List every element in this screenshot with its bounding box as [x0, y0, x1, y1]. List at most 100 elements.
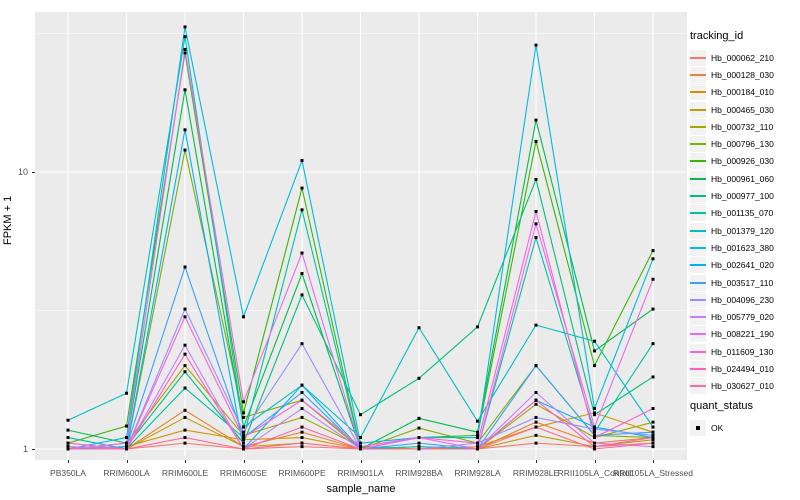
- data-point[interactable]: [593, 447, 596, 451]
- data-point[interactable]: [183, 25, 187, 29]
- data-point[interactable]: [300, 430, 304, 434]
- data-point[interactable]: [593, 427, 596, 431]
- data-point[interactable]: [300, 208, 304, 212]
- data-point[interactable]: [476, 430, 479, 434]
- data-point[interactable]: [534, 118, 538, 122]
- data-point[interactable]: [242, 425, 245, 429]
- legend-item-Hb_000796_130[interactable]: Hb_000796_130: [690, 135, 800, 153]
- data-point[interactable]: [593, 349, 596, 353]
- data-point[interactable]: [534, 402, 538, 406]
- legend-item-Hb_008221_190[interactable]: Hb_008221_190: [690, 326, 800, 343]
- data-point[interactable]: [300, 415, 304, 419]
- data-point[interactable]: [476, 419, 479, 423]
- data-point[interactable]: [593, 430, 596, 434]
- data-point[interactable]: [242, 445, 245, 449]
- data-point[interactable]: [593, 436, 596, 440]
- data-point[interactable]: [651, 420, 655, 424]
- data-point[interactable]: [593, 425, 596, 429]
- data-point[interactable]: [183, 128, 187, 132]
- data-point[interactable]: [534, 425, 538, 429]
- data-point[interactable]: [300, 445, 304, 449]
- data-point[interactable]: [242, 315, 245, 319]
- data-point[interactable]: [66, 447, 70, 451]
- data-point[interactable]: [593, 411, 596, 415]
- data-point[interactable]: [125, 436, 128, 440]
- data-point[interactable]: [593, 433, 596, 437]
- legend-item-Hb_000977_100[interactable]: Hb_000977_100: [690, 187, 800, 205]
- legend-item-Hb_000128_030[interactable]: Hb_000128_030: [690, 66, 800, 83]
- legend-item-Hb_005779_020[interactable]: Hb_005779_020: [690, 308, 800, 326]
- data-point[interactable]: [417, 326, 421, 330]
- data-point[interactable]: [183, 415, 187, 419]
- data-point[interactable]: [300, 186, 304, 190]
- data-point[interactable]: [300, 383, 304, 387]
- data-point[interactable]: [183, 441, 187, 445]
- data-point[interactable]: [651, 307, 655, 311]
- data-point[interactable]: [534, 364, 538, 368]
- data-point[interactable]: [125, 445, 128, 449]
- data-point[interactable]: [242, 430, 245, 434]
- data-point[interactable]: [183, 35, 187, 39]
- data-point[interactable]: [417, 426, 421, 430]
- data-point[interactable]: [534, 222, 538, 226]
- data-point[interactable]: [125, 424, 128, 428]
- data-point[interactable]: [651, 438, 655, 442]
- data-point[interactable]: [359, 436, 362, 440]
- data-point[interactable]: [534, 177, 538, 181]
- data-point[interactable]: [476, 436, 479, 440]
- data-point[interactable]: [300, 159, 304, 163]
- data-point[interactable]: [183, 370, 187, 374]
- legend-item-Hb_030627_010[interactable]: Hb_030627_010: [690, 378, 800, 395]
- data-point[interactable]: [417, 436, 421, 440]
- data-point[interactable]: [651, 445, 655, 449]
- data-point[interactable]: [66, 445, 70, 449]
- data-point[interactable]: [300, 407, 304, 411]
- legend-item-Hb_001379_120[interactable]: Hb_001379_120: [690, 222, 800, 239]
- data-point[interactable]: [183, 428, 187, 432]
- data-point[interactable]: [534, 323, 538, 327]
- data-point[interactable]: [183, 352, 187, 356]
- data-point[interactable]: [593, 441, 596, 445]
- data-point[interactable]: [300, 436, 304, 440]
- data-point[interactable]: [476, 433, 479, 437]
- legend-item-Hb_001135_070[interactable]: Hb_001135_070: [690, 205, 800, 222]
- data-point[interactable]: [476, 441, 479, 445]
- data-point[interactable]: [651, 375, 655, 379]
- data-point[interactable]: [183, 307, 187, 311]
- data-point[interactable]: [66, 418, 70, 422]
- data-point[interactable]: [183, 265, 187, 269]
- data-point[interactable]: [534, 390, 538, 394]
- data-point[interactable]: [417, 447, 421, 451]
- data-point[interactable]: [242, 447, 245, 451]
- data-point[interactable]: [125, 441, 128, 445]
- data-point[interactable]: [593, 413, 596, 417]
- data-point[interactable]: [183, 343, 187, 347]
- data-point[interactable]: [242, 433, 245, 437]
- data-point[interactable]: [417, 416, 421, 420]
- data-point[interactable]: [183, 315, 187, 319]
- data-point[interactable]: [534, 398, 538, 402]
- legend-item-Hb_003517_110[interactable]: Hb_003517_110: [690, 274, 800, 291]
- legend-item-Hb_000465_030[interactable]: Hb_000465_030: [690, 101, 800, 118]
- data-point[interactable]: [242, 415, 245, 419]
- data-point[interactable]: [66, 428, 70, 432]
- data-point[interactable]: [417, 441, 421, 445]
- data-point[interactable]: [417, 445, 421, 449]
- data-point[interactable]: [300, 425, 304, 429]
- data-point[interactable]: [183, 47, 187, 51]
- data-point[interactable]: [534, 420, 538, 424]
- data-point[interactable]: [300, 251, 304, 255]
- data-point[interactable]: [534, 210, 538, 214]
- data-point[interactable]: [242, 441, 245, 445]
- data-point[interactable]: [242, 438, 245, 442]
- legend-item-Hb_000926_030[interactable]: Hb_000926_030: [690, 153, 800, 170]
- data-point[interactable]: [359, 413, 362, 417]
- data-point[interactable]: [242, 436, 245, 440]
- legend-item-Hb_001623_380[interactable]: Hb_001623_380: [690, 239, 800, 256]
- data-point[interactable]: [242, 411, 245, 415]
- legend-item-Hb_000062_210[interactable]: Hb_000062_210: [690, 49, 800, 66]
- data-point[interactable]: [183, 386, 187, 390]
- data-point[interactable]: [651, 407, 655, 411]
- legend-item-Hb_000961_060[interactable]: Hb_000961_060: [690, 170, 800, 187]
- data-point[interactable]: [359, 445, 362, 449]
